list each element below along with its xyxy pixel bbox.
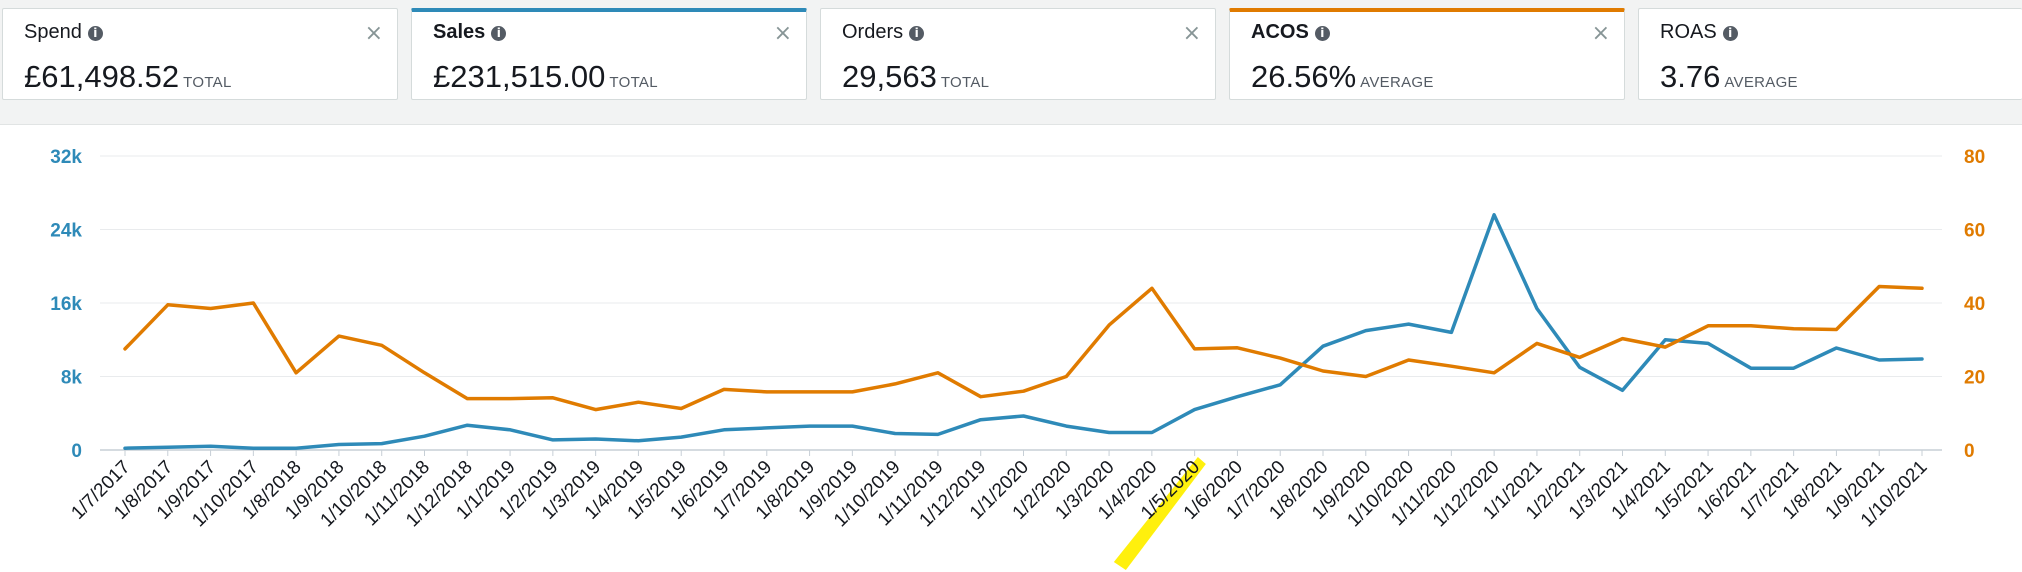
info-icon[interactable]: i	[88, 26, 103, 41]
close-icon[interactable]: ×	[774, 23, 792, 45]
y-axis-right: 0 20 40 60 80	[1964, 147, 1985, 462]
card-unit: AVERAGE	[1724, 74, 1798, 91]
close-icon[interactable]: ×	[1592, 23, 1610, 45]
y-left-tick-label: 0	[71, 441, 82, 462]
info-icon[interactable]: i	[1723, 26, 1738, 41]
y-left-tick-label: 32k	[50, 147, 82, 168]
close-icon[interactable]: ×	[365, 23, 383, 45]
series-layer	[125, 215, 1922, 448]
series-line-sales	[125, 215, 1922, 448]
card-unit: TOTAL	[609, 74, 657, 91]
y-right-tick-label: 60	[1964, 221, 1985, 242]
gridlines	[100, 156, 1942, 450]
close-icon[interactable]: ×	[1183, 23, 1201, 45]
y-right-tick-label: 20	[1964, 368, 1985, 389]
y-left-tick-label: 16k	[50, 294, 82, 315]
y-left-tick-label: 8k	[61, 368, 83, 389]
series-line-acos	[125, 287, 1922, 410]
line-chart: 0 8k 16k 24k 32k 0 20 40 60 80 1/7/20171/8/20171…	[0, 125, 2022, 572]
info-icon[interactable]: i	[1315, 26, 1330, 41]
card-unit: TOTAL	[183, 74, 231, 91]
y-right-tick-label: 80	[1964, 147, 1985, 168]
card-unit: TOTAL	[941, 74, 989, 91]
y-left-tick-label: 24k	[50, 221, 82, 242]
card-value: 26.56%AVERAGE	[1251, 59, 1434, 95]
y-right-tick-label: 0	[1964, 441, 1975, 462]
info-icon[interactable]: i	[491, 26, 506, 41]
y-right-tick-label: 40	[1964, 294, 1985, 315]
info-icon[interactable]: i	[909, 26, 924, 41]
x-axis: 1/7/20171/8/20171/9/20171/10/20171/8/201…	[67, 450, 1931, 531]
y-axis-left: 0 8k 16k 24k 32k	[50, 147, 82, 462]
card-unit: AVERAGE	[1360, 74, 1434, 91]
